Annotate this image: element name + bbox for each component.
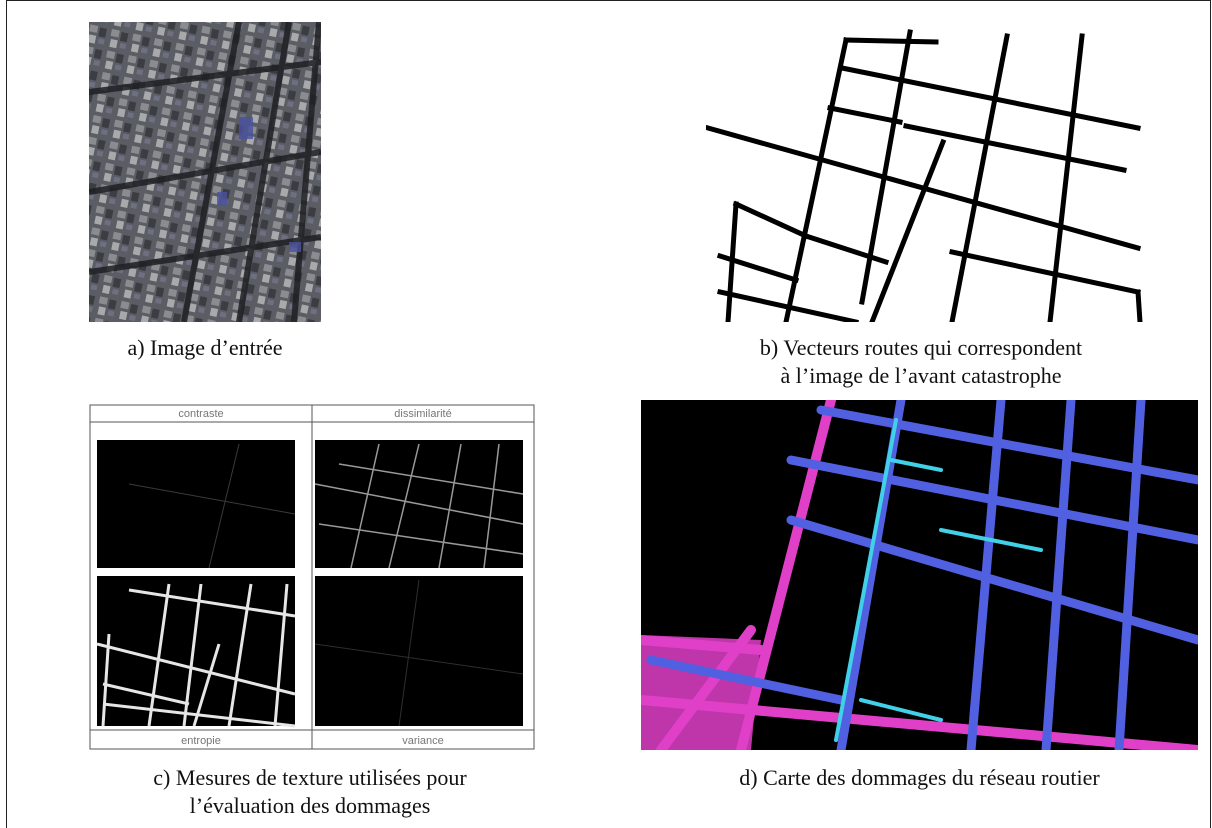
- frame-top-border: [6, 0, 1211, 1]
- frame-right-border: [1210, 0, 1211, 828]
- damage-map-figure: [641, 400, 1198, 750]
- texture-label-variance: variance: [402, 735, 444, 747]
- caption-b-line2: à l’image de l’avant catastrophe: [780, 363, 1062, 388]
- caption-b: b) Vecteurs routes qui correspondent à l…: [686, 334, 1156, 390]
- texture-map-variance: [315, 576, 523, 726]
- frame-left-border: [6, 0, 7, 828]
- texture-label-dissimilarite: dissimilarité: [394, 408, 451, 420]
- input-satellite-image: [89, 22, 321, 322]
- texture-map-contraste: [97, 440, 295, 568]
- texture-label-contraste: contraste: [178, 408, 223, 420]
- caption-c: c) Mesures de texture utilisées pour l’é…: [60, 764, 560, 820]
- caption-b-line1: b) Vecteurs routes qui correspondent: [759, 335, 1083, 360]
- texture-measures-graphic: contraste dissimilarité entropie varianc…: [89, 404, 535, 750]
- caption-c-line1: c) Mesures de texture utilisées pour: [153, 765, 467, 790]
- caption-c-line2: l’évaluation des dommages: [189, 793, 431, 818]
- texture-label-entropie: entropie: [181, 735, 221, 747]
- caption-a-text: a) Image d’entrée: [127, 335, 283, 360]
- caption-d-text: d) Carte des dommages du réseau routier: [739, 765, 1100, 790]
- satellite-image-graphic: [89, 22, 321, 322]
- caption-a: a) Image d’entrée: [89, 334, 321, 362]
- texture-measures-figure: contraste dissimilarité entropie varianc…: [89, 404, 535, 750]
- road-vectors-figure: [706, 22, 1146, 322]
- damage-map-graphic: [641, 400, 1198, 750]
- road-vectors-graphic: [706, 29, 1143, 322]
- caption-d: d) Carte des dommages du réseau routier: [641, 764, 1198, 792]
